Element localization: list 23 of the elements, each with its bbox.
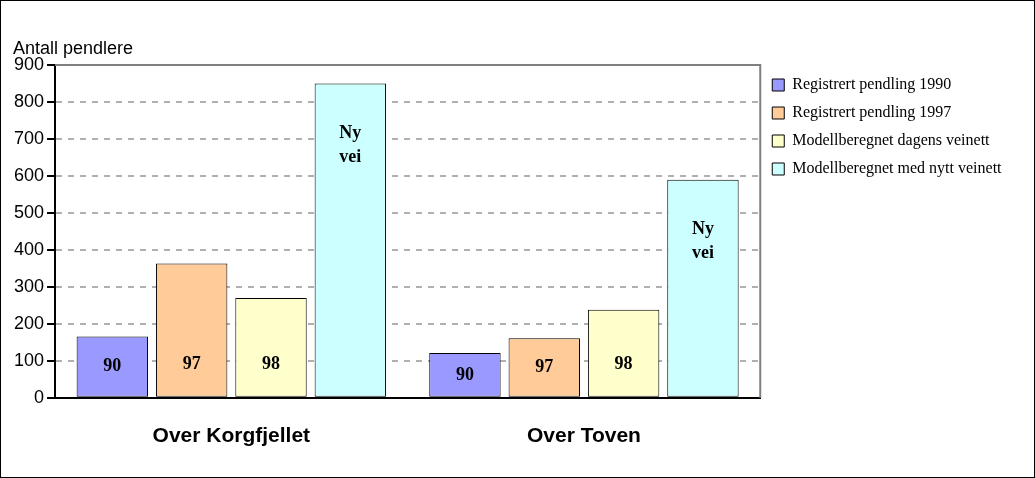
legend-label: Modellberegnet dagens veinett — [792, 131, 991, 150]
legend-label: Modellberegnet med nytt veinett — [792, 159, 1003, 178]
y-tick-label: 500 — [13, 201, 45, 222]
y-tick-label: 300 — [13, 275, 45, 296]
annotation: 98 — [614, 353, 633, 374]
annotation: 97 — [182, 353, 201, 374]
y-tick-label: 600 — [13, 164, 45, 185]
annotation: 97 — [535, 356, 554, 377]
annotation: Ny vei — [691, 218, 714, 263]
x-tick-label: Over Korgfjellet — [152, 423, 311, 447]
legend-label: Registrert pendling 1990 — [792, 75, 952, 94]
annotation: 90 — [455, 363, 474, 384]
y-tick-label: 0 — [34, 386, 45, 407]
y-tick-label: 100 — [13, 349, 45, 370]
y-tick-label: 800 — [13, 90, 45, 111]
annotation: Ny vei — [339, 122, 362, 167]
annotation: 98 — [262, 353, 281, 374]
y-tick-label: 400 — [13, 238, 45, 259]
legend-label: Registrert pendling 1997 — [792, 103, 952, 122]
y-tick-label: 700 — [13, 127, 45, 148]
y-tick-label: 200 — [13, 312, 45, 333]
annotation: 90 — [103, 355, 122, 376]
x-tick-label: Over Toven — [526, 423, 641, 447]
